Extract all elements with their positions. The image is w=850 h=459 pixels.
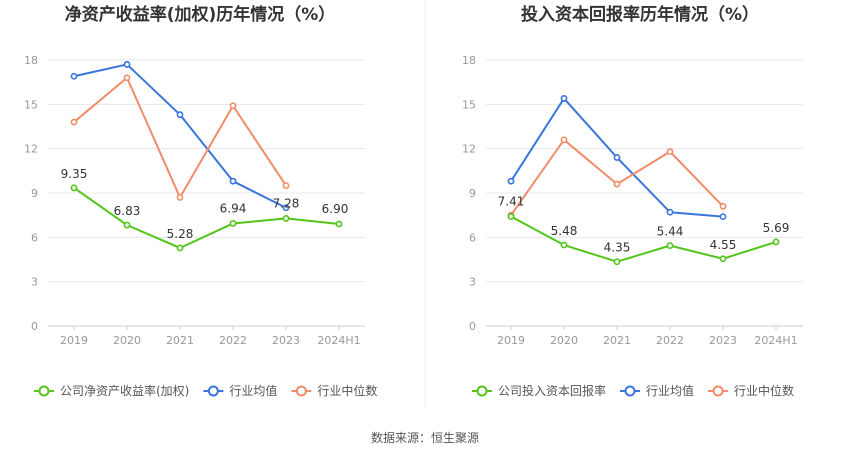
y-tick-label: 6 bbox=[469, 231, 476, 244]
series-line bbox=[510, 138, 724, 216]
x-tick-label: 2019 bbox=[60, 334, 88, 347]
chart-panel-2: 投入资本回报率历年情况（%） 0 3 6 9 12 15 18 2019 2020 2021 2022… bbox=[462, 4, 803, 398]
y-tick-label: 6 bbox=[31, 231, 38, 244]
data-point bbox=[70, 72, 78, 80]
y-tick-label: 12 bbox=[462, 143, 476, 156]
y-tick-label: 0 bbox=[31, 320, 38, 333]
data-point bbox=[719, 213, 727, 221]
data-point bbox=[123, 221, 131, 229]
data-point bbox=[70, 118, 78, 126]
data-point bbox=[335, 220, 343, 228]
legend-label: 行业中位数 bbox=[734, 383, 794, 398]
x-tick-label: 2021 bbox=[166, 334, 194, 347]
data-point bbox=[560, 95, 568, 102]
data-point bbox=[666, 242, 674, 250]
data-point bbox=[282, 204, 290, 212]
data-label: 7.41 bbox=[498, 194, 525, 208]
chart-panel-1: 净资产收益率(加权)历年情况（%） 0 3 6 9 12 15 18 2019 2020 2021 2… bbox=[24, 4, 377, 398]
legend-label: 公司净资产收益率(加权) bbox=[60, 383, 189, 398]
data-point bbox=[507, 177, 515, 185]
x-tick-label: 2021 bbox=[603, 334, 631, 347]
y-tick-label: 18 bbox=[462, 54, 476, 67]
legend-label: 行业中位数 bbox=[317, 383, 377, 398]
y-tick-label: 3 bbox=[31, 276, 38, 289]
data-point bbox=[176, 244, 184, 252]
x-tick-label: 2024H1 bbox=[754, 334, 797, 347]
legend-label: 行业均值 bbox=[229, 383, 277, 398]
legend: 公司净资产收益率(加权) 行业均值 行业中位数 bbox=[34, 383, 377, 398]
legend-marker bbox=[712, 385, 724, 397]
data-source-note: 数据来源：恒生聚源 bbox=[371, 430, 479, 445]
x-tick-label: 2022 bbox=[656, 334, 684, 347]
x-tick-label: 2020 bbox=[113, 334, 141, 347]
data-label: 5.69 bbox=[763, 221, 790, 235]
legend-label: 行业均值 bbox=[646, 383, 694, 398]
data-label: 4.55 bbox=[710, 238, 737, 252]
legend-marker bbox=[295, 385, 307, 397]
data-point bbox=[507, 213, 515, 220]
data-point bbox=[719, 255, 727, 263]
x-tick-label: 2020 bbox=[550, 334, 578, 347]
data-point bbox=[123, 74, 131, 82]
data-label: 7.28 bbox=[273, 196, 300, 210]
legend-marker bbox=[624, 385, 636, 397]
data-point bbox=[229, 220, 237, 227]
y-tick-label: 9 bbox=[31, 187, 38, 200]
data-point bbox=[282, 215, 290, 222]
data-point bbox=[560, 241, 568, 249]
legend-marker bbox=[476, 385, 488, 397]
data-point bbox=[719, 202, 727, 210]
y-tick-label: 18 bbox=[24, 54, 38, 67]
data-point bbox=[282, 182, 290, 190]
data-point bbox=[666, 208, 674, 216]
data-label: 6.94 bbox=[220, 201, 247, 215]
y-tick-label: 12 bbox=[24, 143, 38, 156]
legend: 公司投入资本回报率 行业均值 行业中位数 bbox=[472, 383, 794, 398]
data-point bbox=[70, 184, 78, 192]
y-tick-label: 9 bbox=[469, 187, 476, 200]
data-label: 5.48 bbox=[551, 224, 578, 238]
data-point bbox=[613, 180, 621, 188]
data-point bbox=[176, 111, 184, 119]
legend-marker bbox=[38, 385, 50, 397]
data-point bbox=[613, 258, 621, 266]
data-label: 9.35 bbox=[61, 167, 88, 181]
chart-title: 投入资本回报率历年情况（%） bbox=[521, 4, 759, 25]
data-label: 5.28 bbox=[167, 227, 194, 241]
y-tick-label: 3 bbox=[469, 276, 476, 289]
data-point bbox=[560, 136, 568, 144]
x-tick-label: 2023 bbox=[272, 334, 300, 347]
data-point bbox=[666, 148, 674, 156]
series-line bbox=[73, 76, 287, 199]
data-point bbox=[176, 194, 184, 201]
legend-marker bbox=[207, 385, 219, 397]
x-tick-label: 2024H1 bbox=[317, 334, 360, 347]
data-point bbox=[123, 61, 131, 68]
data-label: 6.83 bbox=[114, 204, 141, 218]
data-label: 5.44 bbox=[657, 225, 684, 239]
series-line bbox=[510, 215, 777, 263]
data-point bbox=[229, 177, 237, 185]
series-line bbox=[73, 187, 340, 249]
x-tick-label: 2023 bbox=[709, 334, 737, 347]
x-tick-label: 2019 bbox=[497, 334, 525, 347]
data-point bbox=[229, 102, 237, 110]
y-tick-label: 0 bbox=[469, 320, 476, 333]
y-tick-label: 15 bbox=[24, 98, 38, 111]
y-tick-label: 15 bbox=[462, 98, 476, 111]
legend-label: 公司投入资本回报率 bbox=[498, 383, 606, 398]
chart-title: 净资产收益率(加权)历年情况（%） bbox=[65, 4, 336, 25]
data-point bbox=[772, 238, 780, 246]
data-label: 4.35 bbox=[604, 241, 631, 255]
data-point bbox=[613, 154, 621, 161]
x-tick-label: 2022 bbox=[219, 334, 247, 347]
data-label: 6.90 bbox=[322, 202, 349, 216]
